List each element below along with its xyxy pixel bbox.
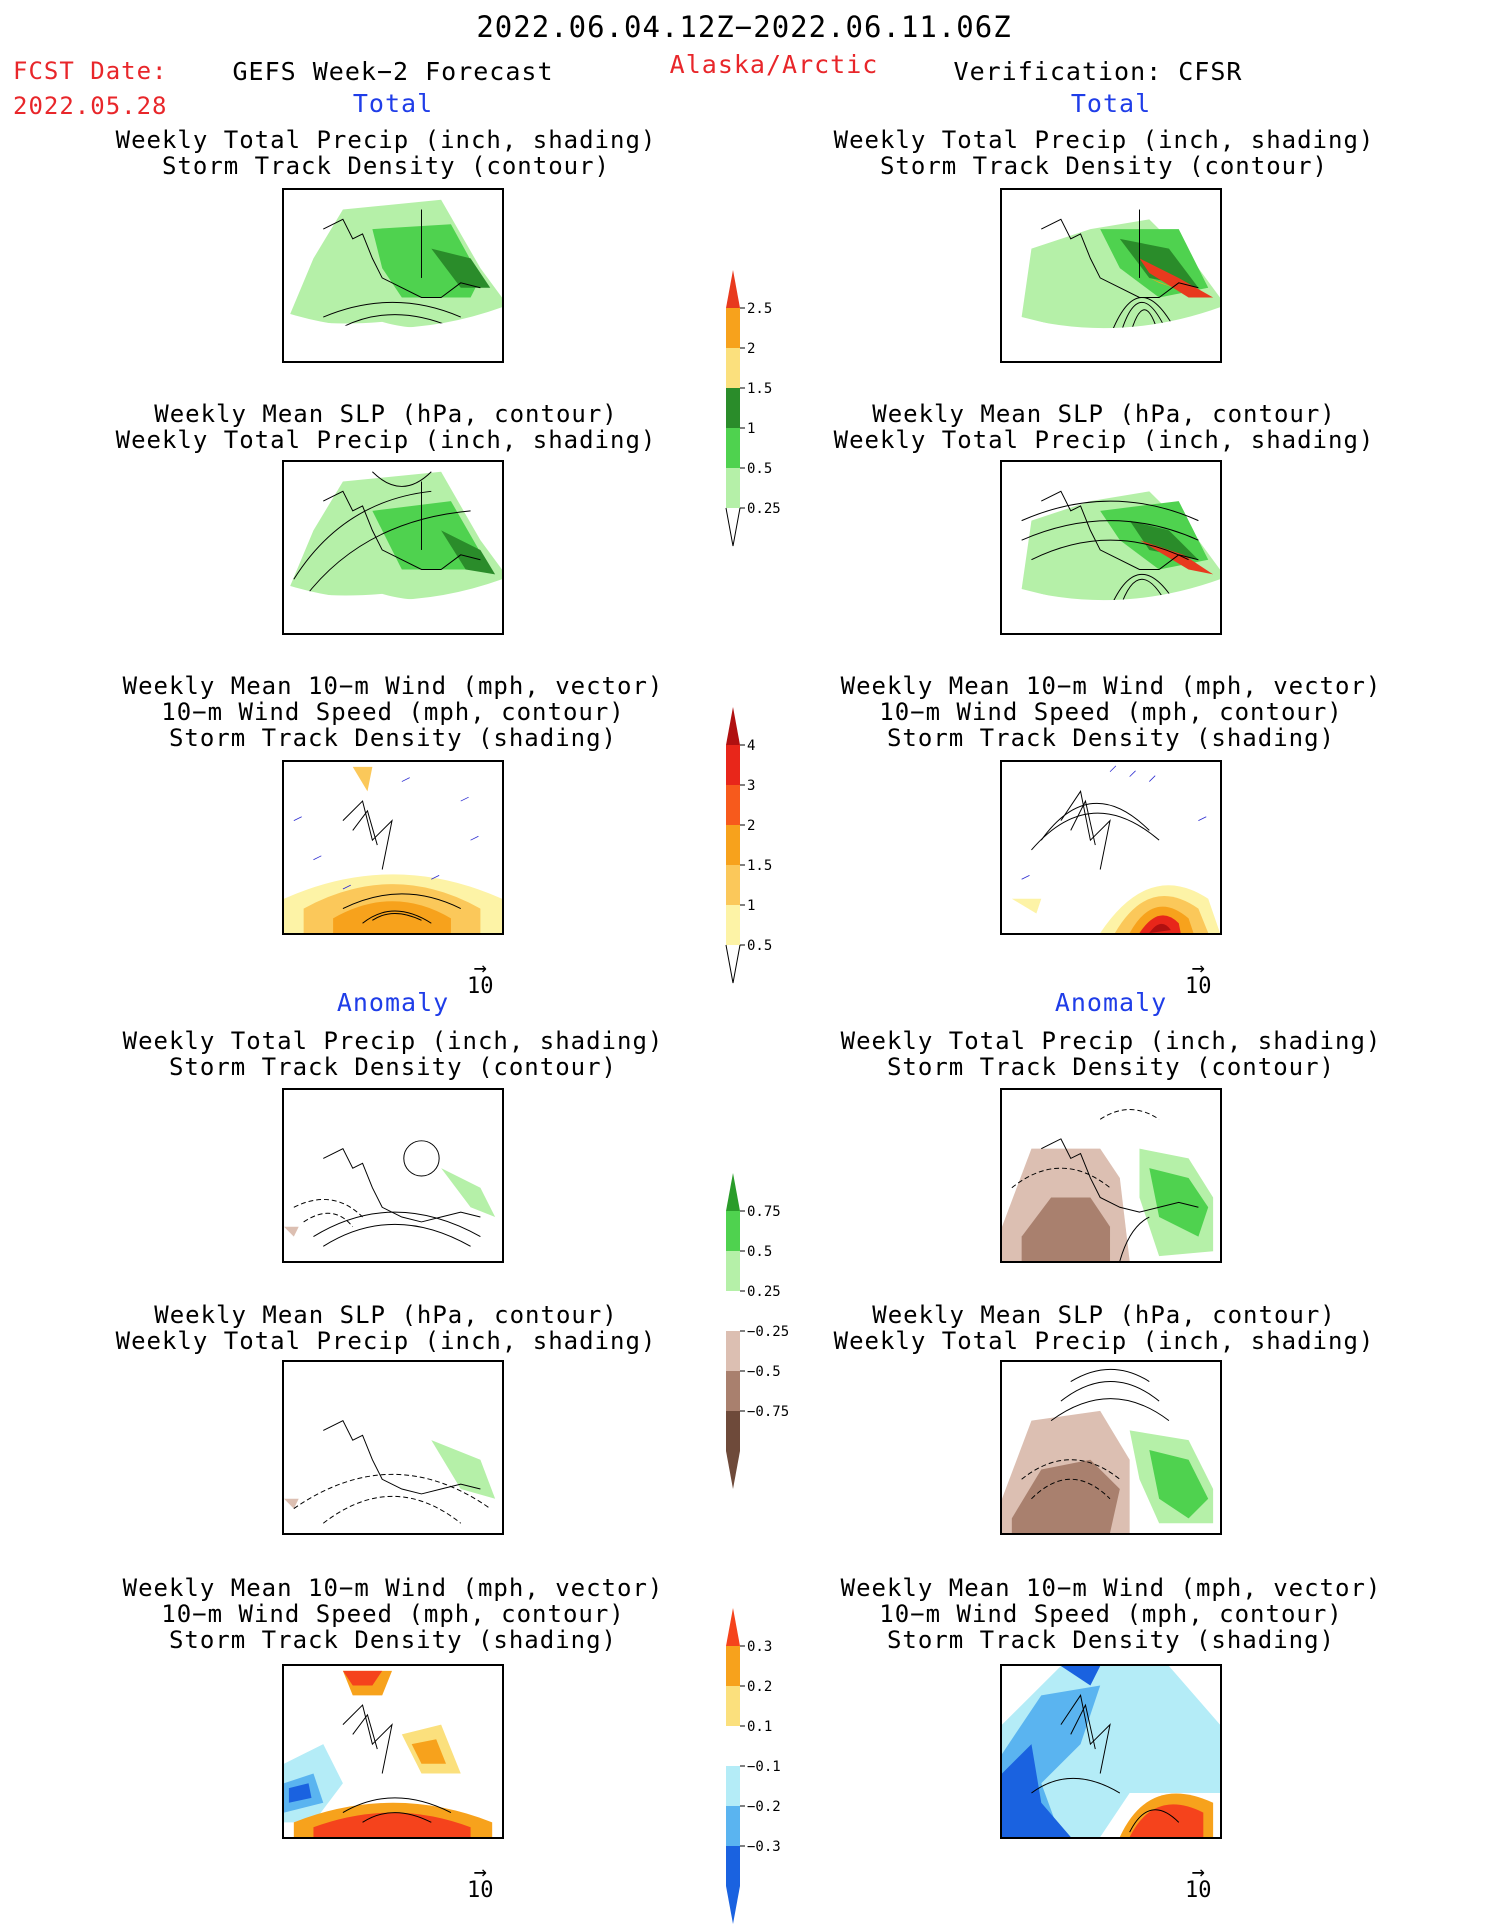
fcst-date-label: FCST Date: [13,57,168,85]
colorbar-label: 0.5 [747,938,772,954]
colorbar-segment [726,1726,740,1766]
colorbar-top-triangle [726,1173,740,1211]
colorbar-label: 1.5 [747,858,772,874]
colorbar-label: −0.5 [747,1364,781,1380]
colorbar-segment [726,1291,740,1331]
panel-title-total-slp-left: Weekly Mean SLP (hPa, contour) Weekly Tot… [115,400,657,454]
vector-reference-total-left: → 10 [467,956,494,999]
panel-title-anom-wind-left: Weekly Mean 10−m Wind (mph, vector) 10−m … [122,1574,664,1654]
colorbar-label: 0.3 [747,1639,772,1655]
vector-reference-anom-left: → 10 [467,1860,494,1903]
colorbar-top-triangle [726,1608,740,1646]
colorbar-anomaly-storm-track: 0.3 0.2 0.1 −0.1 −0.2 −0.3 [718,1608,798,1924]
section-total-right: Total [1070,89,1152,118]
colorbar-anomaly-precip: 0.75 0.5 0.25 −0.25 −0.5 −0.75 [718,1173,798,1489]
right-column-title: Verification: CFSR [953,57,1243,86]
colorbar-label: −0.2 [747,1799,781,1815]
map-total-slp-cfsr [1000,460,1222,635]
colorbar-label: 1 [747,421,755,437]
colorbar-segment [726,825,740,865]
map-anom-precip-gefs [282,1088,504,1263]
colorbar-top-triangle [726,707,740,745]
colorbar-segment [726,785,740,825]
panel-title-total-slp-right: Weekly Mean SLP (hPa, contour) Weekly Tot… [833,400,1375,454]
colorbar-label: 0.5 [747,1244,772,1260]
colorbar-segment [726,1766,740,1806]
colorbar-label: −0.3 [747,1839,781,1855]
colorbar-label: 0.5 [747,461,772,477]
colorbar-label: 2.5 [747,301,772,317]
colorbar-segment [726,1251,740,1291]
colorbar-segment [726,1686,740,1726]
panel-title-anom-slp-right: Weekly Mean SLP (hPa, contour) Weekly Tot… [833,1301,1375,1355]
panel-title-anom-wind-right: Weekly Mean 10−m Wind (mph, vector) 10−m … [840,1574,1382,1654]
colorbar-segment [726,348,740,388]
colorbar-segment [726,1846,740,1886]
colorbar-segment [726,745,740,785]
colorbar-bottom-tail [725,507,741,547]
panel-title-total-wind-left: Weekly Mean 10−m Wind (mph, vector) 10−m … [122,672,664,752]
colorbar-segment [726,905,740,945]
left-column-title: GEFS Week−2 Forecast [232,57,554,86]
colorbar-segment [726,308,740,348]
map-total-precip-gefs [282,188,504,363]
colorbar-segment [726,865,740,905]
colorbar-label: 0.25 [747,1284,781,1300]
colorbar-label: 2 [747,818,755,834]
colorbar-segment [726,1411,740,1451]
map-anom-wind-gefs [282,1664,504,1839]
colorbar-top-triangle [726,270,740,308]
colorbar-label: 0.25 [747,501,781,517]
panel-title-anom-precip-left: Weekly Total Precip (inch, shading) Storm… [122,1027,664,1081]
section-anomaly-left: Anomaly [336,988,450,1017]
panel-title-total-wind-right: Weekly Mean 10−m Wind (mph, vector) 10−m … [840,672,1382,752]
colorbar-segment [726,468,740,508]
map-total-wind-cfsr [1000,760,1222,935]
colorbar-segment [726,1371,740,1411]
panel-title-total-precip-right: Weekly Total Precip (inch, shading) Storm… [833,126,1375,180]
colorbar-label: 1.5 [747,381,772,397]
region-title: Alaska/Arctic [669,50,879,79]
colorbar-total-precip: 2.5 2 1.5 1 0.5 0.25 [718,270,798,564]
map-total-precip-cfsr [1000,188,1222,363]
colorbar-segment [726,1646,740,1686]
vector-reference-total-right: → 10 [1185,956,1212,999]
map-total-slp-gefs [282,460,504,635]
section-total-left: Total [352,89,434,118]
colorbar-bottom-triangle [726,1451,740,1489]
colorbar-bottom-tail [725,944,741,984]
colorbar-segment [726,1806,740,1846]
colorbar-segment [726,1211,740,1251]
map-total-wind-gefs [282,760,504,935]
colorbar-label: 0.1 [747,1719,772,1735]
fcst-date-value: 2022.05.28 [13,92,168,120]
colorbar-label: −0.1 [747,1759,781,1775]
colorbar-label: 2 [747,341,755,357]
map-anom-wind-cfsr [1000,1664,1222,1839]
map-anom-slp-gefs [282,1360,504,1535]
vector-reference-anom-right: → 10 [1185,1860,1212,1903]
section-anomaly-right: Anomaly [1054,988,1168,1017]
panel-title-anom-precip-right: Weekly Total Precip (inch, shading) Storm… [840,1027,1382,1081]
panel-title-anom-slp-left: Weekly Mean SLP (hPa, contour) Weekly Tot… [115,1301,657,1355]
colorbar-label: 0.2 [747,1679,772,1695]
colorbar-bottom-triangle [726,1886,740,1924]
map-anom-slp-cfsr [1000,1360,1222,1535]
colorbar-segment [726,428,740,468]
colorbar-total-storm-track: 4 3 2 1.5 1 0.5 [718,707,798,1001]
colorbar-label: 1 [747,898,755,914]
colorbar-segment [726,388,740,428]
colorbar-label: 0.75 [747,1204,781,1220]
colorbar-label: 4 [747,738,755,754]
colorbar-label: −0.25 [747,1324,789,1340]
colorbar-label: −0.75 [747,1404,789,1420]
panel-title-total-precip-left: Weekly Total Precip (inch, shading) Storm… [115,126,657,180]
forecast-period: 2022.06.04.12Z−2022.06.11.06Z [476,10,1012,44]
map-anom-precip-cfsr [1000,1088,1222,1263]
colorbar-segment [726,1331,740,1371]
colorbar-label: 3 [747,778,755,794]
